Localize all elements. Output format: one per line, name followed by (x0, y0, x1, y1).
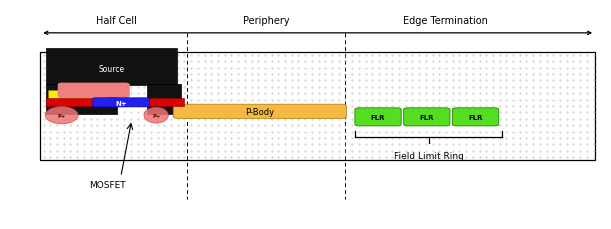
FancyBboxPatch shape (404, 108, 450, 126)
Text: MOSFET: MOSFET (89, 181, 126, 190)
Bar (40, 53, 595, 160)
Ellipse shape (144, 108, 169, 124)
Text: P+: P+ (57, 113, 66, 118)
Text: Source: Source (98, 65, 125, 74)
FancyBboxPatch shape (58, 84, 130, 98)
FancyBboxPatch shape (173, 105, 346, 119)
Text: FLR: FLR (420, 114, 434, 120)
FancyBboxPatch shape (93, 98, 150, 107)
Text: FLR: FLR (371, 114, 386, 120)
Bar (46, 85, 117, 114)
Text: Half Cell: Half Cell (96, 16, 137, 26)
Bar (147, 85, 180, 114)
FancyBboxPatch shape (452, 108, 499, 126)
Text: P-Body: P-Body (245, 107, 274, 116)
Text: N+: N+ (115, 100, 126, 106)
Text: P+: P+ (152, 113, 160, 118)
Ellipse shape (45, 107, 78, 124)
Text: FLR: FLR (469, 114, 483, 120)
Text: Edge Termination: Edge Termination (403, 16, 488, 26)
Bar (48, 90, 106, 100)
Bar (46, 99, 183, 106)
Text: Field Limit Ring: Field Limit Ring (394, 151, 464, 160)
Bar (46, 49, 177, 86)
Text: Periphery: Periphery (243, 16, 289, 26)
FancyBboxPatch shape (355, 108, 401, 126)
